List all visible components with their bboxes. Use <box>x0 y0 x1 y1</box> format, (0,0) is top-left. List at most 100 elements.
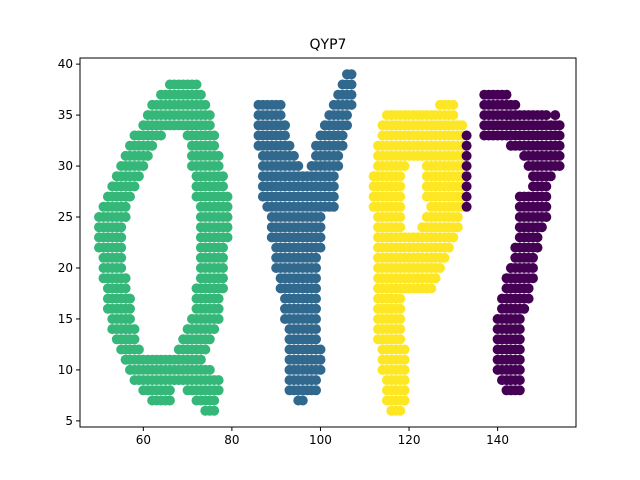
data-point <box>147 140 158 151</box>
data-point <box>399 375 410 386</box>
data-point <box>395 314 406 324</box>
data-point <box>328 181 339 192</box>
data-point <box>213 375 224 386</box>
data-point <box>554 161 565 171</box>
data-point <box>461 191 472 202</box>
data-point <box>315 364 326 375</box>
data-point <box>554 120 565 131</box>
data-point <box>510 99 521 110</box>
x-tick-label: 120 <box>398 433 421 447</box>
data-point <box>311 293 321 304</box>
data-point <box>213 150 224 161</box>
data-point <box>315 242 326 253</box>
data-point <box>156 130 166 141</box>
data-point <box>395 405 406 416</box>
data-point <box>328 201 339 212</box>
x-tick-label: 100 <box>309 433 332 447</box>
data-point <box>195 354 206 365</box>
data-point <box>209 140 220 151</box>
data-point <box>200 99 211 110</box>
data-point <box>138 161 149 171</box>
data-point <box>311 334 321 345</box>
data-point <box>120 201 131 212</box>
y-tick-label: 35 <box>58 108 73 122</box>
data-point <box>528 252 538 263</box>
data-point <box>213 303 224 314</box>
y-tick-label: 5 <box>65 414 73 428</box>
data-point <box>116 242 127 253</box>
data-point <box>116 222 127 233</box>
data-point <box>536 222 547 233</box>
data-point <box>439 252 450 263</box>
data-point <box>209 130 220 141</box>
data-point <box>204 334 215 345</box>
data-point <box>514 334 525 345</box>
data-point <box>346 69 357 80</box>
data-point <box>315 344 326 355</box>
plot-frame <box>79 57 577 428</box>
data-point <box>514 354 525 365</box>
data-point <box>395 171 406 182</box>
data-point <box>164 395 175 406</box>
data-point <box>222 222 233 233</box>
data-point <box>545 171 556 182</box>
data-point <box>288 150 299 161</box>
data-point <box>461 140 472 151</box>
data-point <box>218 273 228 284</box>
y-tick-label: 20 <box>58 261 73 275</box>
data-point <box>191 79 202 90</box>
data-point <box>120 283 131 294</box>
data-point <box>311 263 321 273</box>
x-axis: 60 80 100 120 140 <box>136 427 509 447</box>
data-point <box>218 242 228 253</box>
data-point <box>448 110 459 121</box>
data-point <box>399 161 410 171</box>
data-point <box>448 99 459 110</box>
y-tick-label: 40 <box>58 57 73 71</box>
data-point <box>430 273 441 284</box>
series-2 <box>368 99 468 416</box>
data-point <box>213 385 224 396</box>
data-point <box>541 181 552 192</box>
data-point <box>129 324 140 335</box>
data-point <box>541 201 552 212</box>
data-point <box>337 140 348 151</box>
data-point <box>222 232 233 243</box>
data-point <box>461 130 472 141</box>
data-point <box>337 130 348 141</box>
data-point <box>399 344 410 355</box>
data-point <box>443 242 454 253</box>
data-point <box>275 99 286 110</box>
data-point <box>395 324 406 335</box>
data-point <box>120 273 131 284</box>
data-point <box>129 181 140 192</box>
data-point <box>395 181 406 192</box>
data-point <box>395 212 406 222</box>
data-point <box>218 263 228 273</box>
data-point <box>120 212 131 222</box>
y-tick-label: 25 <box>58 210 73 224</box>
data-point <box>399 385 410 396</box>
data-point <box>293 161 304 171</box>
data-point <box>461 171 472 182</box>
data-point <box>514 364 525 375</box>
data-point <box>164 385 175 396</box>
data-point <box>116 232 127 243</box>
data-point <box>209 395 220 406</box>
data-point <box>311 252 321 263</box>
data-point <box>333 150 344 161</box>
data-point <box>452 222 463 233</box>
data-point <box>315 232 326 243</box>
data-point <box>514 375 525 386</box>
data-point <box>125 191 135 202</box>
data-point <box>399 395 410 406</box>
data-point <box>275 110 286 121</box>
data-point <box>501 89 512 100</box>
data-point <box>541 110 552 121</box>
data-point <box>311 283 321 294</box>
data-point <box>514 324 525 335</box>
data-point <box>461 181 472 192</box>
data-point <box>399 364 410 375</box>
data-point <box>532 242 543 253</box>
